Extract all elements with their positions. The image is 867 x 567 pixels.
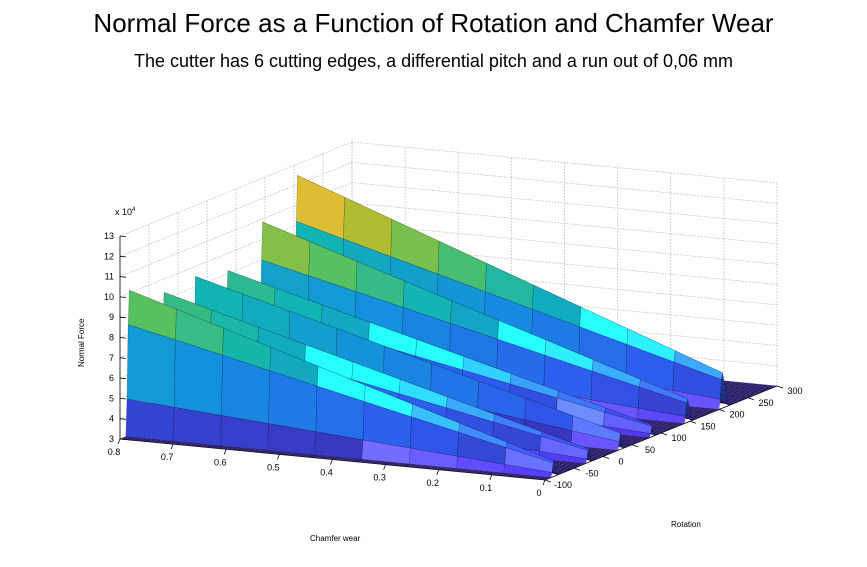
y-tick-mark xyxy=(689,420,697,424)
z-tick-mark xyxy=(119,337,127,339)
x-tick-mark xyxy=(277,454,280,460)
grid-line xyxy=(351,202,778,245)
surface-patch xyxy=(497,474,547,481)
z-tick-label: 6 xyxy=(109,373,114,383)
z-tick-mark xyxy=(119,255,127,258)
z-tick-mark xyxy=(119,398,127,400)
y-tick-mark xyxy=(544,479,552,483)
y-tick-label: -50 xyxy=(585,468,598,478)
z-tick-label: 10 xyxy=(104,292,114,302)
y-tick-label: 200 xyxy=(729,410,744,420)
z-tick-mark xyxy=(119,316,127,319)
y-tick-mark xyxy=(602,456,610,459)
x-tick-label: 0.8 xyxy=(108,447,121,457)
z-tick-label: 4 xyxy=(109,414,114,424)
y-tick-label: -100 xyxy=(554,480,572,490)
y-tick-mark xyxy=(776,385,784,389)
z-tick-label: 9 xyxy=(109,312,114,322)
y-tick-mark xyxy=(747,397,755,401)
grid-line xyxy=(351,182,778,224)
z-tick-label: 7 xyxy=(109,353,114,363)
z-tick-mark xyxy=(119,235,127,237)
z-tick-label: 8 xyxy=(109,333,114,343)
z-tick-label: 5 xyxy=(109,393,114,403)
y-tick-label: 100 xyxy=(671,433,686,443)
x-tick-mark xyxy=(489,474,493,481)
z-axis-label: Normal Force xyxy=(77,318,86,367)
surface-mesh xyxy=(119,175,778,481)
x-tick-label: 0.7 xyxy=(161,452,174,462)
y-tick-mark xyxy=(660,432,668,436)
x-tick-label: 0.3 xyxy=(373,473,386,483)
grid-line xyxy=(351,243,778,285)
x-tick-mark xyxy=(170,443,174,450)
z-tick-mark xyxy=(119,296,127,298)
x-tick-mark xyxy=(383,464,386,470)
y-tick-label: 250 xyxy=(758,398,773,408)
y-tick-label: 300 xyxy=(787,386,802,396)
x-tick-label: 0.2 xyxy=(426,478,439,488)
x-tick-mark xyxy=(542,479,546,486)
grid-line xyxy=(351,141,778,184)
x-tick-mark xyxy=(223,449,227,455)
y-tick-label: 150 xyxy=(700,421,715,431)
grid-line xyxy=(351,161,778,204)
chart-subtitle: The cutter has 6 cutting edges, a differ… xyxy=(133,51,734,71)
z-tick-label: 3 xyxy=(109,434,114,444)
y-axis-label: Rotation xyxy=(671,520,701,529)
z-tick-mark xyxy=(119,377,127,380)
axis-ticks: 3 4 5 6 7 8 9 10 11 12 13 0.8 0.7 0.6 0.5 0.4 0.3 0.2 0.1 0… xyxy=(104,231,803,498)
z-multiplier-label: x 104 xyxy=(115,207,136,217)
z-tick-mark xyxy=(119,357,127,359)
y-tick-mark xyxy=(718,409,726,412)
y-tick-label: 50 xyxy=(645,445,655,455)
x-tick-mark xyxy=(330,459,333,465)
y-tick-label: 0 xyxy=(618,457,623,467)
z-tick-label: 11 xyxy=(105,272,114,282)
y-tick-mark xyxy=(631,444,639,448)
x-tick-label: 0.1 xyxy=(480,483,493,493)
x-axis-label: Chamfer wear xyxy=(310,534,361,543)
x-tick-mark xyxy=(436,469,440,475)
y-tick-mark xyxy=(573,467,581,471)
x-tick-label: 0.4 xyxy=(320,468,333,478)
x-tick-mark xyxy=(117,438,121,445)
z-tick-label: 12 xyxy=(104,251,114,261)
chart-title: Normal Force as a Function of Rotation a… xyxy=(93,8,774,38)
x-tick-label: 0.5 xyxy=(267,462,280,472)
z-tick-mark xyxy=(119,418,127,420)
x-tick-label: 0 xyxy=(536,488,541,498)
z-tick-label: 13 xyxy=(104,231,114,241)
grid-line xyxy=(351,222,778,265)
z-tick-mark xyxy=(119,276,127,278)
grid-line xyxy=(351,263,778,306)
x-tick-label: 0.6 xyxy=(214,457,227,467)
z-tick-mark xyxy=(119,438,127,440)
